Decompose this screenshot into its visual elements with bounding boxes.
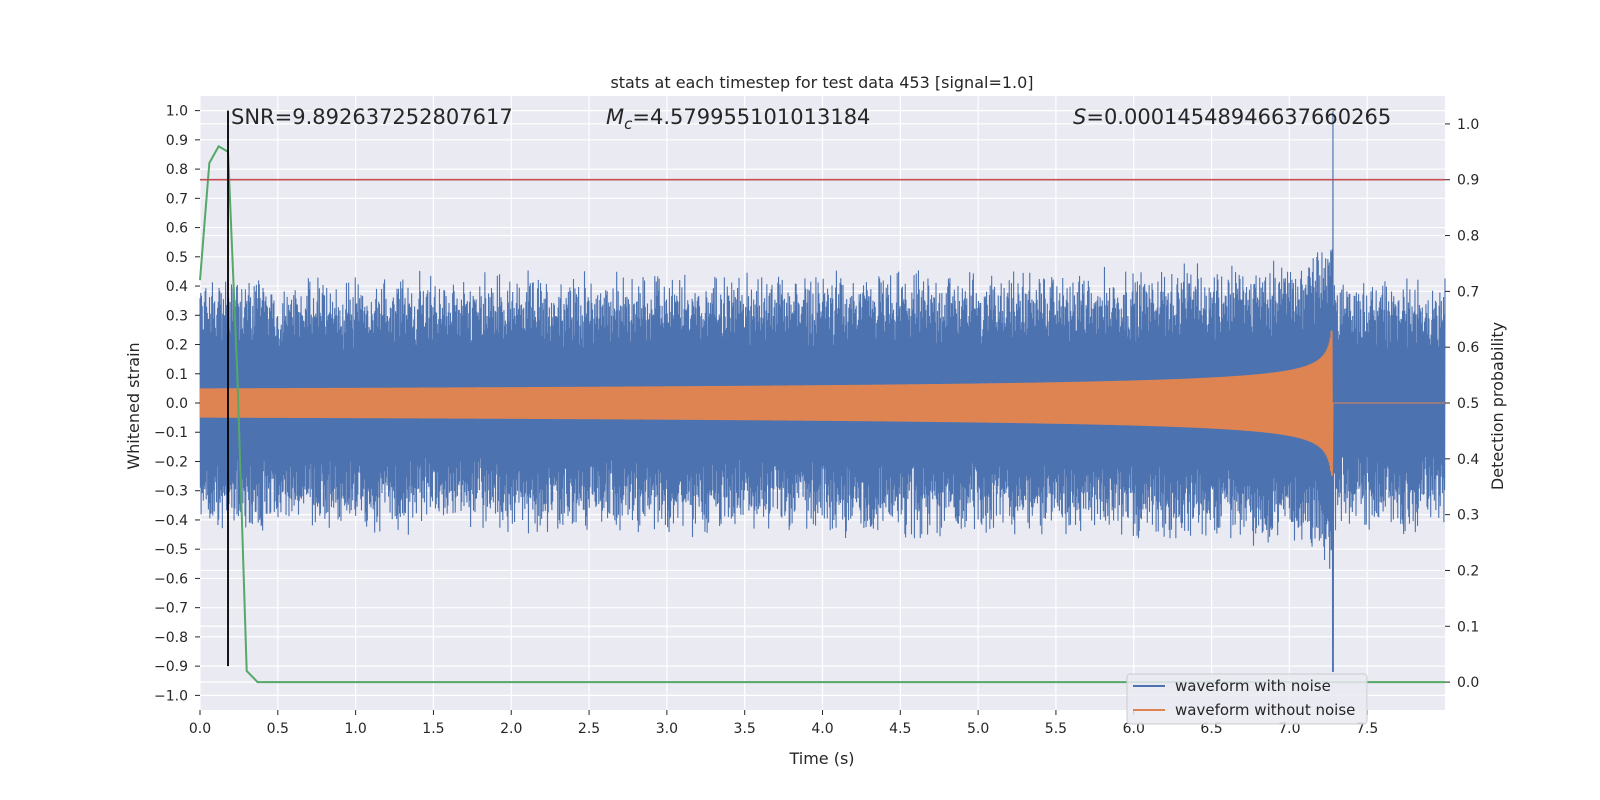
x-tick-label: 3.0 [656, 721, 678, 737]
y-tick-label: −0.9 [154, 659, 188, 675]
y2-axis-label: Detection probability [1488, 322, 1507, 490]
y-tick-label: −1.0 [154, 688, 188, 704]
x-tick-label: 1.5 [422, 721, 444, 737]
s-symbol: S [1073, 105, 1086, 129]
y-axis-ticks: 1.0 0.9 0.8 0.7 0.6 0.5 0.4 0.3 0.2 0.1 0.0 −0.1 −0.… [154, 104, 200, 704]
x-tick-label: 7.5 [1356, 721, 1378, 737]
s-value: =0.00014548946637660265 [1086, 105, 1391, 129]
legend-label-noise: waveform with noise [1175, 677, 1331, 695]
legend-label-clean: waveform without noise [1175, 701, 1355, 719]
clean-waveform-line [199, 330, 1445, 476]
x-tick-label: 6.0 [1123, 721, 1145, 737]
y-tick-label: −0.1 [154, 425, 188, 441]
y-tick-label: 0.1 [166, 367, 188, 383]
y2-tick-label: 0.6 [1457, 340, 1479, 356]
chirp-mass-value: =4.579955101013184 [632, 105, 870, 129]
y2-tick-label: 0.9 [1457, 173, 1479, 189]
y-tick-label: 1.0 [166, 104, 188, 120]
y-tick-label: −0.2 [154, 454, 188, 470]
x-tick-label: 0.5 [267, 721, 289, 737]
y-tick-label: −0.5 [154, 542, 188, 558]
y-tick-label: 0.6 [166, 221, 188, 237]
detection-probability-line [199, 144, 1445, 684]
x-tick-label: 7.0 [1278, 721, 1300, 737]
s-annotation: S=0.00014548946637660265 [1073, 105, 1391, 129]
y2-tick-label: 0.5 [1457, 396, 1479, 412]
x-axis-ticks: 0.0 0.5 1.0 1.5 2.0 2.5 3.0 3.5 4.0 4.5 5.0 5.5 6.0 6… [189, 710, 1378, 737]
series-detection-probability [199, 144, 1445, 684]
y-tick-label: 0.0 [166, 396, 188, 412]
x-tick-label: 6.5 [1200, 721, 1222, 737]
x-tick-label: 1.0 [344, 721, 366, 737]
x-tick-label: 3.5 [734, 721, 756, 737]
chirp-mass-subscript: c [624, 115, 633, 133]
y2-tick-label: 0.7 [1457, 284, 1479, 300]
y2-tick-label: 0.4 [1457, 452, 1479, 468]
y2-axis-ticks: 1.0 0.9 0.8 0.7 0.6 0.5 0.4 0.3 0.2 0.1 0.0 [1445, 117, 1479, 691]
x-tick-label: 0.0 [189, 721, 211, 737]
snr-annotation: SNR=9.892637252807617 [231, 105, 513, 129]
y-tick-label: 0.4 [166, 279, 188, 295]
y-tick-label: 0.8 [166, 162, 188, 178]
x-tick-label: 4.0 [811, 721, 833, 737]
y-tick-label: 0.2 [166, 338, 188, 354]
y-tick-label: −0.8 [154, 630, 188, 646]
y2-tick-label: 0.8 [1457, 229, 1479, 245]
y-tick-label: −0.3 [154, 484, 188, 500]
y-tick-label: −0.7 [154, 601, 188, 617]
y2-tick-label: 0.3 [1457, 508, 1479, 524]
chart-title: stats at each timestep for test data 453… [610, 73, 1033, 92]
legend-box [1126, 673, 1368, 725]
x-tick-label: 2.5 [578, 721, 600, 737]
x-axis-label: Time (s) [788, 749, 854, 768]
y-tick-label: 0.5 [166, 250, 188, 266]
y-tick-label: −0.6 [154, 571, 188, 587]
series-waveform-without-noise [199, 330, 1445, 476]
y-tick-label: 0.9 [166, 133, 188, 149]
y-axis-label: Whitened strain [124, 342, 143, 469]
y-tick-label: 0.3 [166, 308, 188, 324]
x-tick-label: 5.5 [1045, 721, 1067, 737]
y-tick-label: 0.7 [166, 191, 188, 207]
x-tick-label: 5.0 [967, 721, 989, 737]
legend: waveform with noise waveform without noi… [1126, 673, 1368, 725]
chirp-mass-annotation: Mc=4.579955101013184 [606, 105, 870, 133]
y-tick-label: −0.4 [154, 513, 188, 529]
x-tick-label: 2.0 [500, 721, 522, 737]
y2-tick-label: 0.1 [1457, 619, 1479, 635]
y2-tick-label: 0.2 [1457, 563, 1479, 579]
markers [200, 110, 1445, 667]
chirp-mass-symbol: M [606, 105, 624, 129]
y2-tick-label: 1.0 [1457, 117, 1479, 133]
x-tick-label: 4.5 [889, 721, 911, 737]
y2-tick-label: 0.0 [1457, 675, 1479, 691]
